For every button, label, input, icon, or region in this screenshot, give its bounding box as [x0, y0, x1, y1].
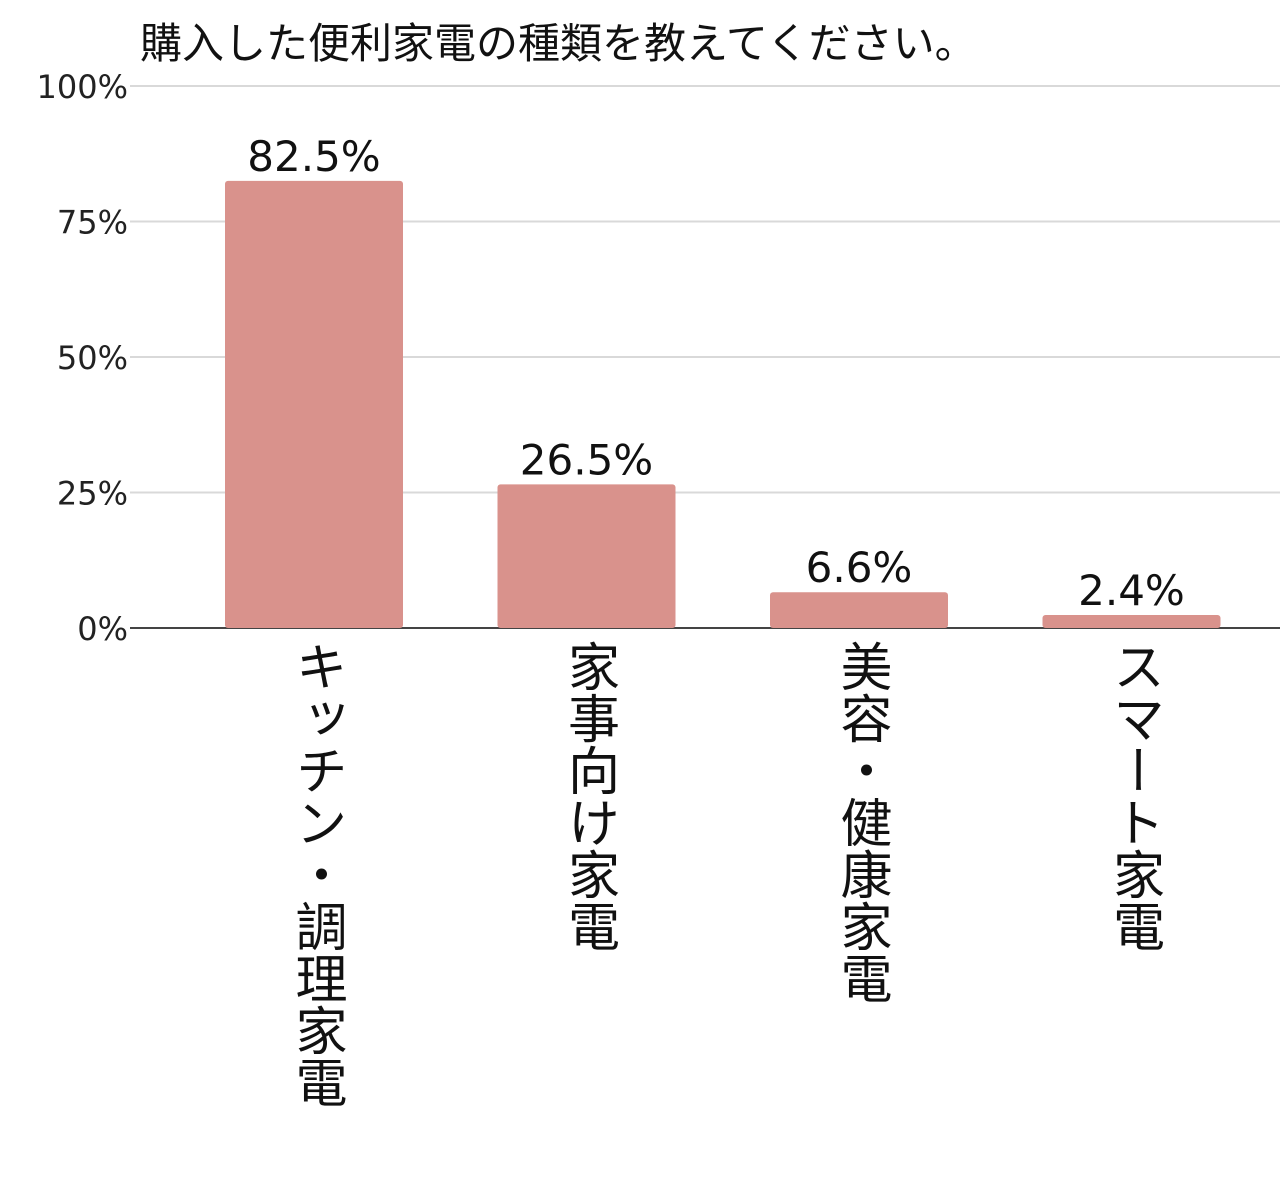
data-label: 26.5% [520, 435, 653, 484]
x-category-label: 美容・健康家電 [831, 640, 891, 1004]
x-category-label: キッチン・調理家電 [286, 640, 346, 1108]
data-label: 2.4% [1078, 566, 1185, 615]
bar [497, 484, 676, 628]
y-tick-label: 100% [37, 68, 128, 106]
bar [770, 592, 948, 628]
y-tick-label: 75% [57, 204, 128, 242]
x-category-label: 家事向け家電 [559, 640, 619, 952]
y-tick-label: 25% [57, 475, 128, 513]
bar [225, 180, 403, 628]
bar [1042, 614, 1221, 628]
data-label: 6.6% [806, 543, 913, 592]
data-label: 82.5% [247, 132, 380, 181]
y-tick-label: 0% [77, 610, 128, 648]
chart-title: 購入した便利家電の種類を教えてください。 [140, 19, 977, 68]
y-tick-label: 50% [57, 339, 128, 377]
x-category-label: スマート家電 [1104, 640, 1164, 952]
